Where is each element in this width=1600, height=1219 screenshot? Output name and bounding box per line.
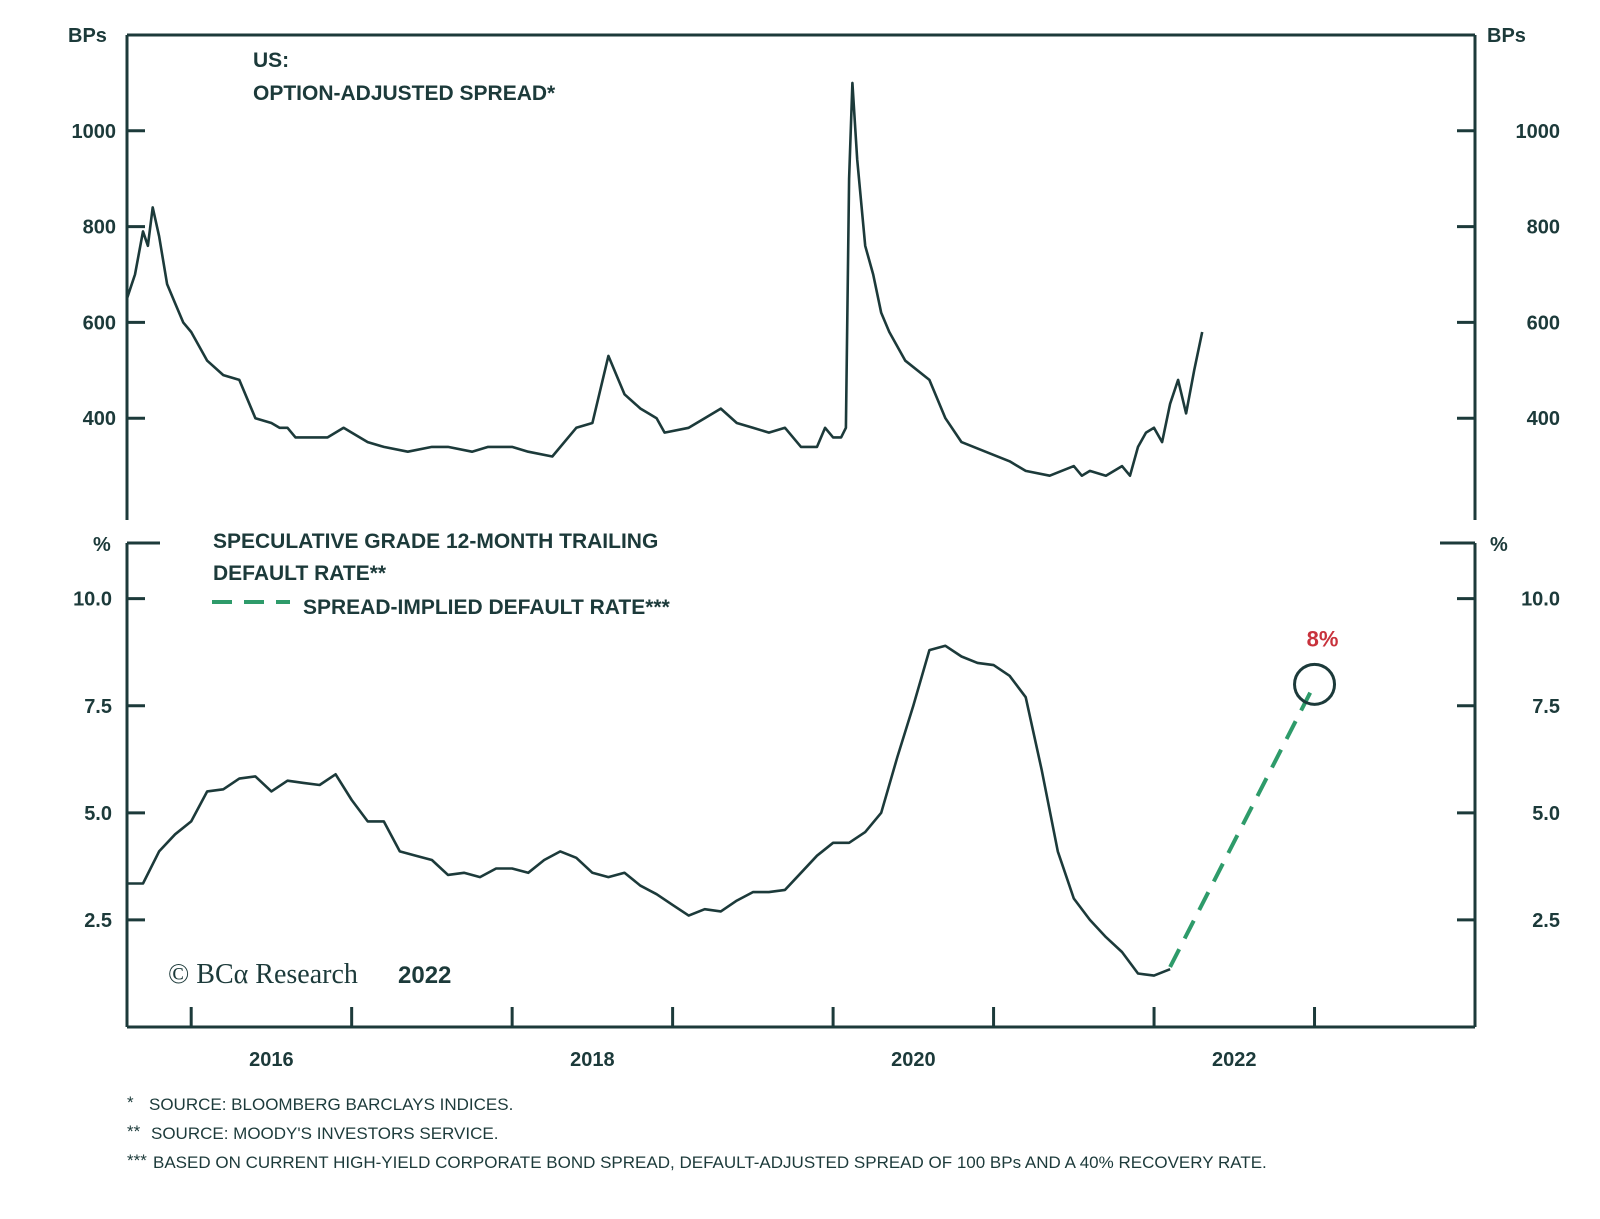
top-right-unit-label: BPs xyxy=(1487,25,1526,47)
top-ytick-right-label: 800 xyxy=(1527,217,1560,239)
bottom-ytick-right-label: 10.0 xyxy=(1521,589,1560,611)
bottom-ytick-right-label: 2.5 xyxy=(1532,910,1560,932)
top-chart-title: US: xyxy=(253,49,289,72)
footnotes: * SOURCE: BLOOMBERG BARCLAYS INDICES. **… xyxy=(127,1093,1267,1172)
legend-dashed-label: SPREAD-IMPLIED DEFAULT RATE*** xyxy=(303,596,671,619)
bottom-y-ticks: 2.5 2.5 5.0 5.0 7.5 7.5 10.0 10.0 xyxy=(73,589,1560,932)
bottom-panel: 2.5 2.55.0 5.07.5 7.510.0 10.0 2016 2018 2020 2… xyxy=(73,530,1560,1071)
xtick-label-2016: 2016 xyxy=(249,1049,294,1071)
copyright-text: © BCα Research xyxy=(168,959,358,990)
top-ytick-left-label: 400 xyxy=(83,408,116,430)
footnote-3-text: BASED ON CURRENT HIGH-YIELD CORPORATE BO… xyxy=(153,1153,1267,1172)
footnote-3-mark: *** xyxy=(127,1151,147,1170)
top-ytick-right-label: 400 xyxy=(1527,408,1560,430)
footnote-2-text: SOURCE: MOODY'S INVESTORS SERVICE. xyxy=(151,1124,498,1143)
top-ytick-right-label: 600 xyxy=(1527,312,1560,334)
footnote-1-text: SOURCE: BLOOMBERG BARCLAYS INDICES. xyxy=(149,1095,513,1114)
xtick-label-2020: 2020 xyxy=(891,1049,936,1071)
spread-implied-series-line xyxy=(1168,683,1317,968)
oas-series-line xyxy=(125,81,1204,477)
legend-solid-label-line1: SPECULATIVE GRADE 12-MONTH TRAILING xyxy=(213,530,658,553)
x-axis-ticks: 2016 2018 2020 2022 xyxy=(189,1007,1317,1071)
top-ytick-right-label: 1000 xyxy=(1516,121,1561,143)
top-y-ticks: 400 400 600 600 800 800 1000 1000 xyxy=(72,121,1561,430)
bottom-ytick-left-label: 10.0 xyxy=(73,589,112,611)
top-panel: 400 400 600 600 800 800 1000 1000 BPs BPs US: O… xyxy=(68,25,1560,520)
copyright-year: 2022 xyxy=(398,962,451,989)
top-chart-subtitle: OPTION-ADJUSTED SPREAD* xyxy=(253,82,556,105)
top-left-unit-label: BPs xyxy=(68,25,107,47)
bottom-ytick-left-label: 2.5 xyxy=(84,910,112,932)
bottom-ytick-right-label: 5.0 xyxy=(1532,803,1560,825)
xtick-label-2018: 2018 xyxy=(570,1049,615,1071)
bottom-right-unit-label: % xyxy=(1490,534,1508,556)
implied-rate-circle-marker xyxy=(1293,662,1337,706)
footnote-2-mark: ** xyxy=(127,1122,141,1141)
top-ytick-left-label: 600 xyxy=(83,312,116,334)
bottom-ytick-left-label: 5.0 xyxy=(84,803,112,825)
footnote-1-mark: * xyxy=(127,1093,134,1112)
top-ytick-left-label: 800 xyxy=(83,217,116,239)
default-rate-series-line xyxy=(127,644,1171,977)
legend-solid-label-line2: DEFAULT RATE** xyxy=(213,562,387,585)
xtick-label-2022: 2022 xyxy=(1212,1049,1257,1071)
bottom-ytick-left-label: 7.5 xyxy=(84,696,112,718)
bottom-ytick-right-label: 7.5 xyxy=(1532,696,1560,718)
bottom-left-unit-label: % xyxy=(93,534,111,556)
implied-rate-value-label: 8% xyxy=(1307,626,1339,651)
top-ytick-left-label: 1000 xyxy=(72,121,117,143)
